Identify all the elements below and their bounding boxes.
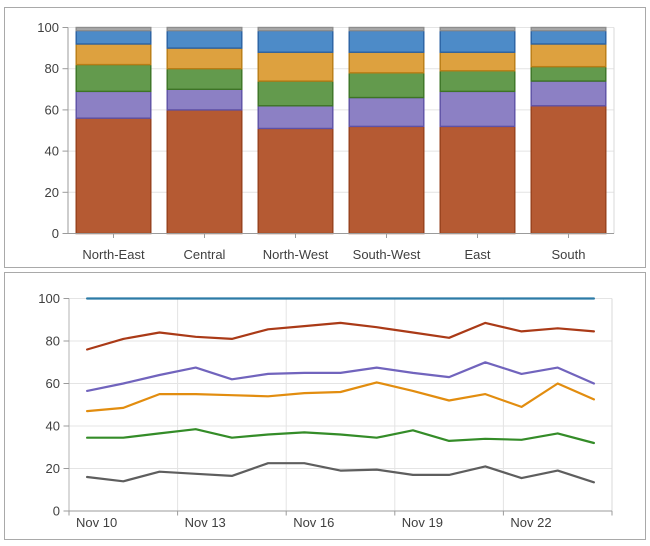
x-category-label: Central [184,247,226,262]
line-red[interactable] [85,321,596,351]
bar-segment-green[interactable] [257,80,334,107]
y-tick-label: 60 [46,376,60,391]
y-tick-label: 80 [45,61,59,76]
x-category-label: North-West [263,247,329,262]
x-category-label: South [552,247,586,262]
bar-segment-rust[interactable] [439,125,516,235]
bar-segment-gray[interactable] [257,26,334,32]
bar-central [166,26,243,235]
y-tick-label: 80 [46,334,60,349]
bar-segment-gray[interactable] [530,26,607,32]
bar-segment-green[interactable] [439,70,516,93]
line-chart-panel: 0 20 40 60 80 100 Nov 10 Nov 13 Nov 16 Nov 19 Nov … [4,272,646,540]
y-tick-label: 20 [46,461,60,476]
bar-segment-gray[interactable] [348,26,425,32]
x-date-label: Nov 13 [185,515,226,530]
bar-segment-green[interactable] [530,65,607,82]
bar-segment-purple[interactable] [75,90,152,119]
bar-segment-orange[interactable] [439,51,516,72]
y-tick-label: 0 [53,504,60,519]
bar-segment-blue[interactable] [439,29,516,53]
bar-segment-orange[interactable] [166,47,243,70]
bar-segment-gray[interactable] [439,26,516,32]
bar-segment-purple[interactable] [530,80,607,107]
y-tick-label: 60 [45,102,59,117]
y-tick-label: 40 [46,419,60,434]
y-tick-label: 100 [38,291,60,306]
line-green[interactable] [85,428,596,445]
bar-segment-rust[interactable] [75,117,152,235]
bar-segment-gray[interactable] [75,26,152,32]
bar-segment-blue[interactable] [530,29,607,45]
y-tick-label: 100 [37,20,59,35]
bar-segment-rust[interactable] [166,109,243,235]
x-category-label: East [464,247,490,262]
x-date-label: Nov 16 [293,515,334,530]
bar-segment-orange[interactable] [348,51,425,74]
bar-segment-rust[interactable] [257,127,334,235]
bar-segment-purple[interactable] [439,90,516,128]
y-tick-label: 40 [45,144,59,159]
bar-segment-blue[interactable] [75,29,152,45]
bar-segment-blue[interactable] [348,29,425,53]
line-gray[interactable] [85,462,596,484]
x-date-label: Nov 22 [510,515,551,530]
bar-segment-orange[interactable] [530,43,607,68]
bar-segment-rust[interactable] [530,105,607,235]
stacked-bar-chart: 0 20 40 60 80 100 North-East Central North-West S… [37,20,615,262]
line-chart: 0 20 40 60 80 100 Nov 10 Nov 13 Nov 16 Nov 19 Nov … [38,291,613,530]
bar-segment-green[interactable] [75,63,152,93]
bar-north-east [75,26,152,235]
bar-segment-purple[interactable] [166,88,243,111]
bar-north-west [257,26,334,235]
bar-segment-purple[interactable] [257,105,334,130]
y-tick-label: 0 [52,226,59,241]
x-category-label: South-West [353,247,421,262]
stacked-bar-chart-panel: 0 20 40 60 80 100 North-East Central North-West S… [4,7,646,268]
x-date-label: Nov 10 [76,515,117,530]
x-category-label: North-East [82,247,145,262]
bar-segment-green[interactable] [348,72,425,99]
bar-segment-gray[interactable] [166,26,243,32]
bar-east [439,26,516,235]
bar-segment-orange[interactable] [257,51,334,82]
bar-segment-orange[interactable] [75,43,152,66]
x-date-label: Nov 19 [402,515,443,530]
bar-segment-blue[interactable] [257,29,334,53]
bar-segment-rust[interactable] [348,125,425,235]
bar-south [530,26,607,235]
bar-segment-green[interactable] [166,68,243,91]
bar-segment-blue[interactable] [166,29,243,49]
line-purple[interactable] [85,361,596,393]
line-orange[interactable] [85,381,596,413]
bar-segment-purple[interactable] [348,96,425,128]
y-tick-label: 20 [45,185,59,200]
bar-south-west [348,26,425,235]
